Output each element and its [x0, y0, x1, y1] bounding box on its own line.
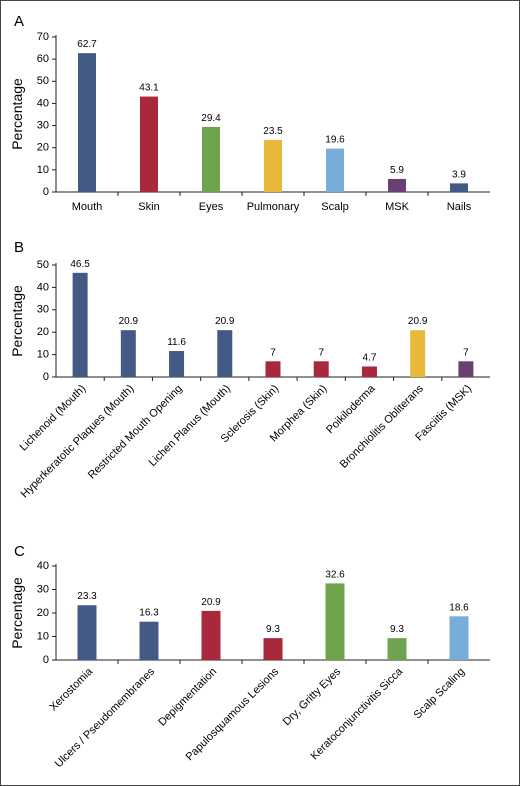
bar: [139, 621, 159, 660]
bar: [361, 366, 377, 377]
bar: [169, 351, 185, 377]
y-tick-label: 50: [37, 259, 49, 271]
category-label: Pulmonary: [247, 201, 300, 213]
bar: [410, 330, 426, 377]
panel-label: C: [14, 543, 25, 560]
data-label: 11.6: [167, 337, 186, 348]
category-label: Lichen Planus (Mouth): [147, 383, 233, 469]
y-tick-label: 10: [37, 349, 49, 361]
bar: [449, 616, 469, 660]
category-label: Eyes: [199, 201, 224, 213]
y-tick-label: 20: [37, 142, 49, 154]
y-tick-label: 20: [37, 326, 49, 338]
y-axis-label: Percentage: [9, 78, 25, 150]
data-label: 9.3: [266, 624, 280, 635]
y-tick-label: 10: [37, 630, 49, 642]
bar: [325, 583, 345, 660]
data-label: 46.5: [70, 259, 90, 270]
panel-label: A: [14, 13, 24, 30]
bar: [202, 126, 220, 192]
category-label: Mouth: [72, 201, 103, 213]
bar: [313, 361, 329, 377]
bar: [77, 605, 97, 660]
category-label: MSK: [385, 201, 410, 213]
bar: [263, 638, 283, 660]
data-label: 5.9: [390, 165, 404, 176]
y-axis-label: Percentage: [9, 577, 25, 649]
data-label: 18.6: [449, 602, 469, 613]
data-label: 23.5: [263, 126, 283, 137]
y-tick-label: 10: [37, 164, 49, 176]
y-tick-label: 40: [37, 281, 49, 293]
data-label: 7: [318, 347, 324, 358]
data-label: 62.7: [77, 39, 97, 50]
y-tick-label: 40: [37, 560, 49, 572]
data-label: 19.6: [325, 135, 345, 146]
data-label: 9.3: [390, 624, 404, 635]
category-label: Ulcers / Pseudomembranes: [53, 665, 158, 770]
data-label: 29.4: [201, 113, 221, 124]
panel-label: B: [14, 239, 24, 256]
category-label: Bronchiolitis Obliterans: [338, 382, 426, 470]
bar: [217, 330, 233, 377]
bar: [387, 638, 407, 660]
data-label: 20.9: [215, 316, 235, 327]
y-tick-label: 40: [37, 97, 49, 109]
y-tick-label: 0: [43, 371, 49, 383]
category-label: Scalp Scaling: [412, 666, 468, 722]
bar: [265, 361, 281, 377]
bar: [458, 361, 474, 377]
y-axis-label: Percentage: [9, 285, 25, 357]
y-tick-label: 0: [43, 654, 49, 666]
data-label: 32.6: [325, 569, 345, 580]
data-label: 43.1: [139, 83, 159, 94]
y-tick-label: 30: [37, 304, 49, 316]
bar: [140, 96, 158, 192]
bar: [120, 330, 136, 377]
bar: [450, 183, 468, 192]
category-label: Restricted Mouth Opening: [86, 383, 185, 482]
data-label: 7: [463, 347, 469, 358]
data-label: 20.9: [201, 597, 221, 608]
y-tick-label: 30: [37, 583, 49, 595]
bar: [326, 148, 344, 192]
category-label: Depigmentation: [156, 666, 219, 729]
y-tick-label: 60: [37, 53, 49, 65]
category-label: Poikiloderma: [324, 382, 378, 436]
category-label: Scalp: [321, 201, 349, 213]
data-label: 23.3: [77, 591, 97, 602]
data-label: 4.7: [362, 352, 376, 363]
y-tick-label: 50: [37, 75, 49, 87]
category-label: Nails: [447, 201, 472, 213]
bar: [72, 272, 88, 377]
category-label: Skin: [138, 201, 159, 213]
bar: [78, 53, 96, 192]
data-label: 7: [270, 347, 276, 358]
bar: [388, 178, 406, 192]
data-label: 3.9: [452, 169, 466, 180]
y-tick-label: 70: [37, 31, 49, 43]
bar: [201, 610, 221, 660]
category-label: Xerostomia: [47, 665, 95, 713]
category-label: Dry, Gritty Eyes: [281, 665, 344, 728]
y-tick-label: 30: [37, 119, 49, 131]
bar: [264, 139, 282, 192]
y-tick-label: 0: [43, 186, 49, 198]
data-label: 20.9: [408, 316, 428, 327]
data-label: 20.9: [119, 316, 139, 327]
data-label: 16.3: [139, 608, 159, 619]
y-tick-label: 20: [37, 607, 49, 619]
